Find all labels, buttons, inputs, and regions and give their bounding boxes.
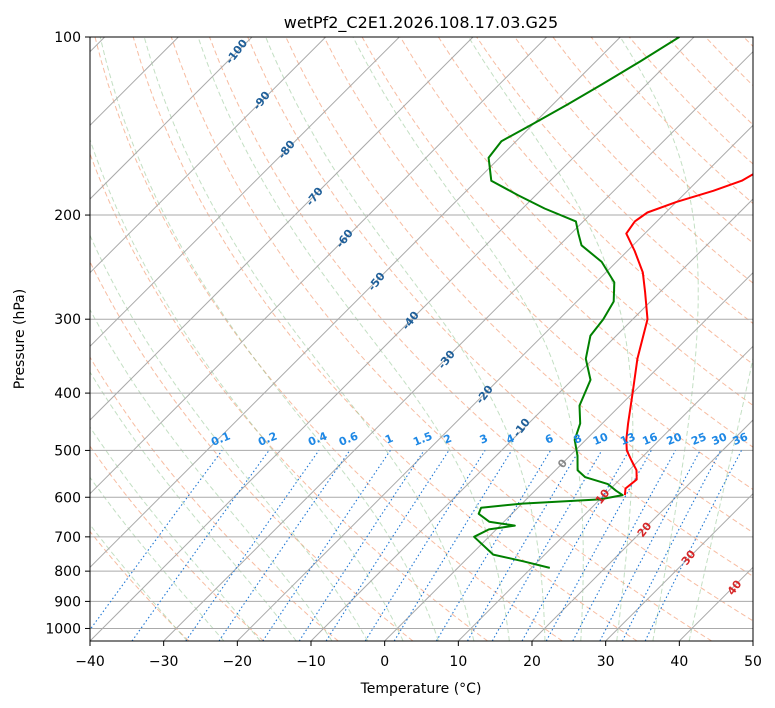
moist-adiabat [90,476,225,641]
dry-adiabat [247,37,753,577]
isotherm [90,37,548,495]
dry-adiabat [90,530,190,641]
mixing-ratio-line [90,450,223,631]
y-tick-label: 200 [54,208,81,224]
mixing-ratio-line [545,450,652,641]
y-tick-label: 1000 [45,621,81,637]
isotherm [163,50,753,641]
x-tick-label: −30 [149,654,179,670]
moist-adiabat [99,37,439,641]
dry-adiabat [399,37,753,407]
mixing-ratio-label: 8 [572,432,584,447]
mixing-ratio-label: 10 [591,430,610,448]
y-tick-label: 600 [54,490,81,506]
y-tick-label: 900 [54,594,81,610]
y-tick-label: 300 [54,312,81,328]
moist-adiabat [90,138,404,641]
mixing-ratio-line [621,450,722,641]
x-tick-label: 20 [523,654,541,670]
isotherm [90,37,253,200]
dry-adiabat [170,37,712,641]
dry-adiabat [94,37,563,641]
x-tick-label: −20 [223,654,253,670]
mixing-ratio-label: 13 [618,430,637,448]
y-axis-label: Pressure (hPa) [12,289,28,389]
moist-adiabat [197,37,510,641]
mixing-ratio-line [262,450,391,641]
dry-adiabat [90,152,488,641]
x-tick-label: 50 [744,654,762,670]
moist-adiabat [619,37,699,641]
mixing-ratio-line [572,450,676,641]
moist-adiabat [265,37,546,641]
moist-adiabat [143,37,475,641]
y-tick-label: 100 [54,30,81,46]
x-tick-label: 30 [597,654,615,670]
y-axis: 100 200 300 400 500 600 700 800 900 1000 [45,30,90,637]
chart-title: wetPf2_C2E1.2026.108.17.03.G25 [284,13,558,33]
isotherm [90,37,695,641]
mixing-ratio-line [298,450,425,641]
isotherm [90,37,474,421]
dry-adiabat [323,37,753,491]
y-tick-label: 400 [54,386,81,402]
mixing-ratio-label: 1 [383,432,395,447]
x-axis: −40 −30 −20 −10 0 10 20 30 40 50 [75,641,762,670]
mixing-ratio-line [521,450,630,641]
x-tick-label: 10 [449,654,467,670]
isotherm [384,271,753,641]
x-tick-label: −40 [75,654,105,670]
mixing-ratio-line [131,450,270,641]
moist-adiabat [90,308,333,641]
mixing-ratio-line [644,450,742,641]
dry-adiabat [132,37,638,641]
dewpoint-line [473,37,680,569]
moist-adiabat [688,355,753,641]
moist-adiabat [352,37,584,641]
isotherm [90,37,400,348]
x-tick-label: −10 [296,654,326,670]
mixing-ratio-line [218,450,351,641]
isotherm [236,124,753,641]
mixing-ratio-label: 3 [478,432,490,447]
dry-adiabat [514,37,753,284]
dry-adiabat [209,37,753,622]
isotherm [310,198,753,641]
isotherm [531,419,753,641]
mixing-ratio-line [185,450,320,641]
mixing-ratio-label: 2 [442,432,454,447]
y-tick-label: 700 [54,530,81,546]
moist-adiabat [90,234,369,641]
x-tick-label: 0 [380,654,389,670]
plot-frame [89,36,754,642]
x-tick-label: 40 [670,654,688,670]
dry-adiabat [90,356,339,641]
x-axis-label: Temperature (°C) [360,681,482,697]
isotherm [605,492,753,641]
mixing-ratio-line [325,450,450,641]
dry-adiabat [90,445,264,641]
y-tick-label: 500 [54,443,81,459]
mixing-ratio-line [393,450,513,641]
mixing-ratio-label: 36 [731,430,750,448]
series-layer [473,37,753,569]
y-tick-label: 800 [54,564,81,580]
mixing-ratio-label: 30 [710,430,729,448]
background-lines [90,37,753,641]
temperature-line [623,173,753,496]
isotherm [90,37,327,274]
isotherm [457,345,753,641]
mixing-ratio-label: 16 [640,430,659,448]
dry-adiabat [437,37,753,365]
mixing-ratio-label: 20 [665,430,684,448]
mixing-ratio-label: 25 [689,430,708,448]
moist-adiabat [90,426,261,641]
isotherm [90,37,621,569]
